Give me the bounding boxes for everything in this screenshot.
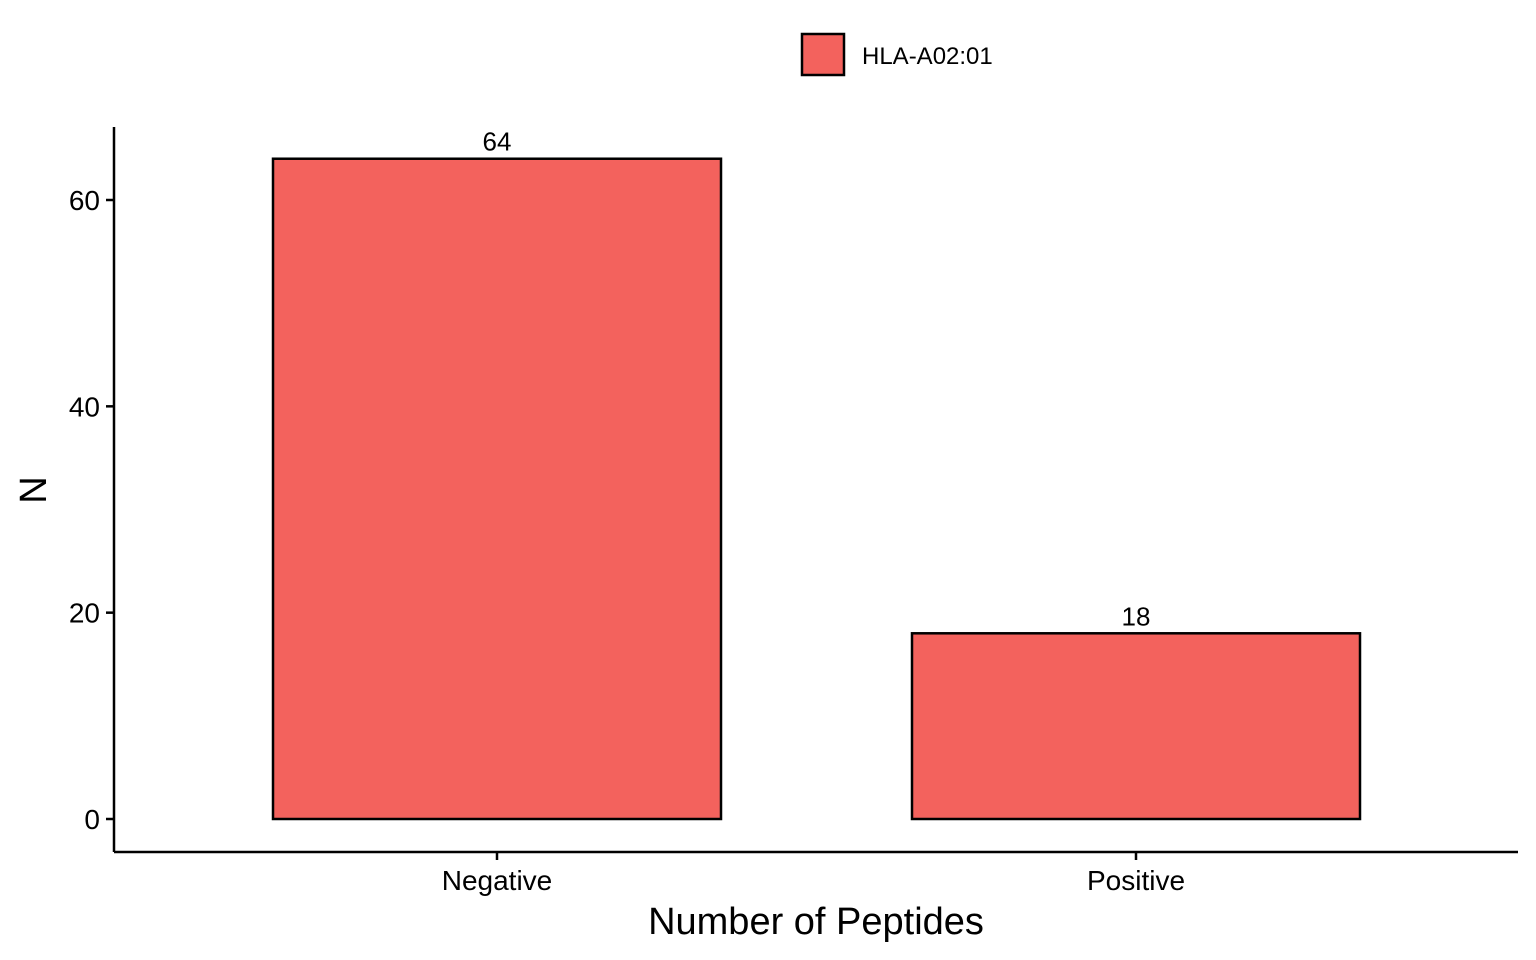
y-tick-label: 60 xyxy=(69,185,100,216)
bar xyxy=(271,157,723,821)
legend-label: HLA-A02:01 xyxy=(862,43,993,70)
legend-swatch xyxy=(800,32,846,77)
bar-value-label: 18 xyxy=(1122,601,1151,631)
legend: HLA-A02:01 xyxy=(800,32,993,77)
x-tick-label: Positive xyxy=(1087,865,1185,896)
bar-value-label: 64 xyxy=(483,127,512,157)
y-tick-label: 20 xyxy=(69,598,100,629)
x-axis-title: Number of Peptides xyxy=(648,901,984,943)
data-labels: 64 18 xyxy=(483,127,1151,632)
y-axis-title: N xyxy=(13,476,55,503)
y-tick-label: 40 xyxy=(69,391,100,422)
bar xyxy=(910,632,1362,821)
x-tick-label: Negative xyxy=(442,865,553,896)
y-tick-label: 0 xyxy=(84,804,100,835)
x-axis: Negative Positive xyxy=(114,850,1518,896)
bars xyxy=(271,157,1362,821)
y-axis: 0 20 40 60 xyxy=(69,127,116,852)
